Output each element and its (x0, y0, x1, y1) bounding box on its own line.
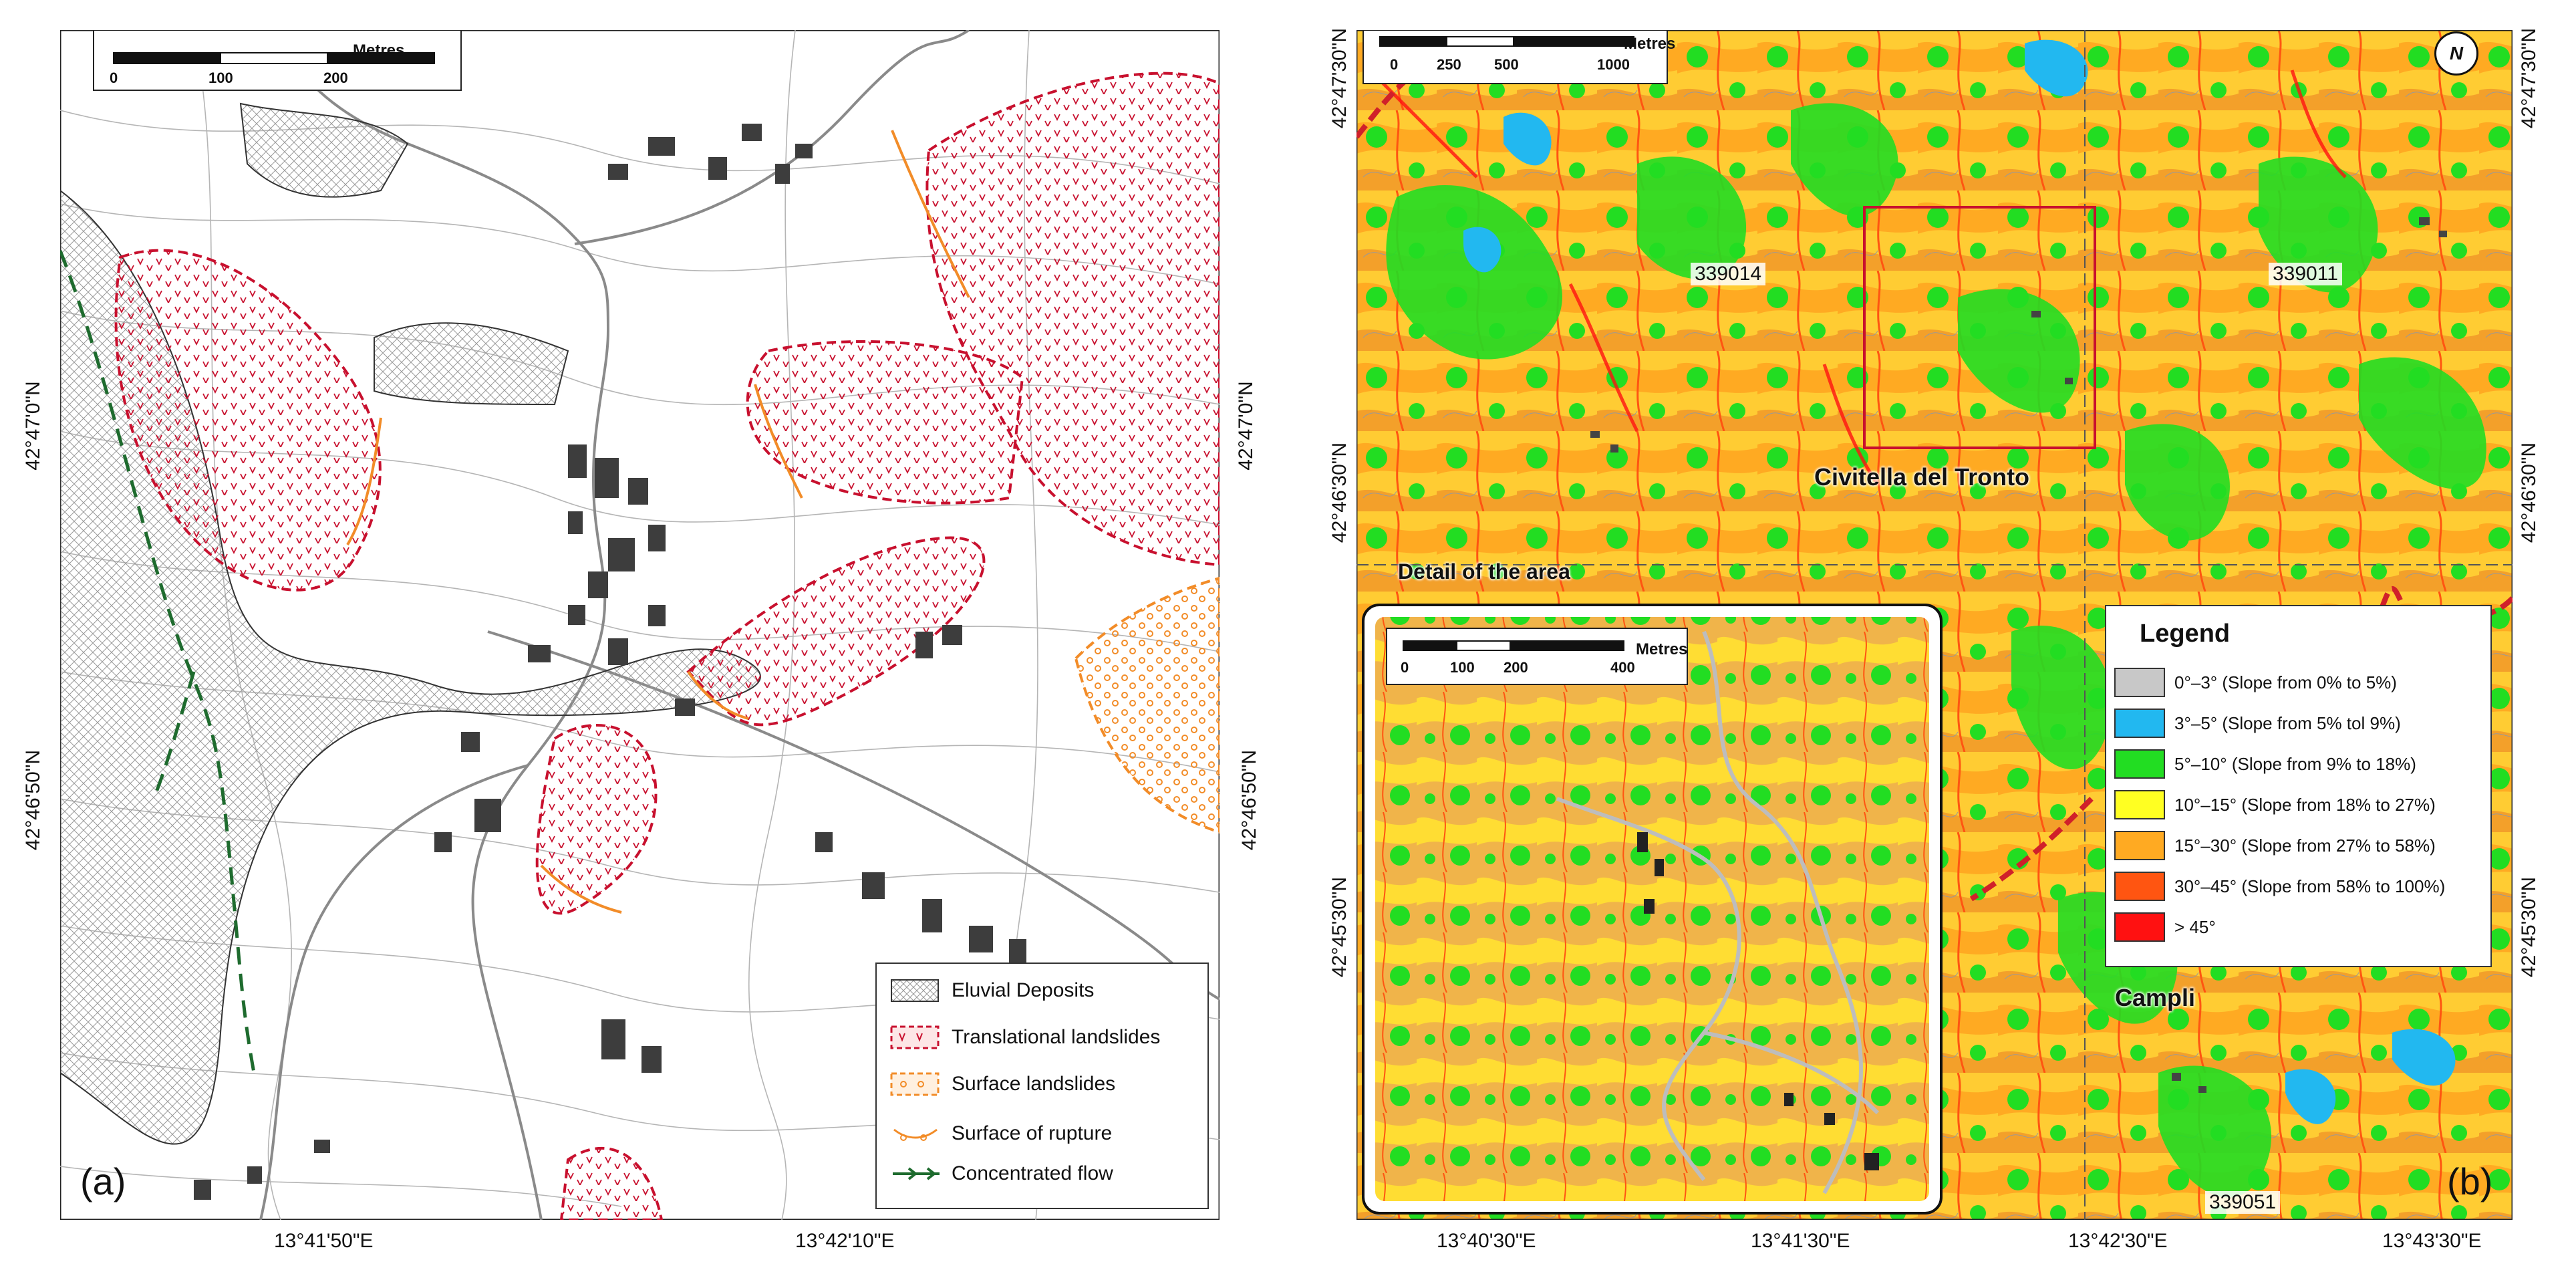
lon-tick-label: 13°42'30"E (2068, 1230, 2168, 1252)
lat-tick-label: 42°46'30"N (2518, 442, 2540, 543)
scalebar-tick: 100 (208, 70, 233, 86)
lat-tick-label: 42°47'0"N (1235, 381, 1257, 471)
scalebar-tick: 100 (1450, 659, 1475, 676)
scalebar-tick: 1000 (1597, 56, 1630, 73)
legend-label: 5°–10° (Slope from 9% to 18%) (2174, 753, 2416, 774)
legend-item-slope-class: 5°–10° (Slope from 9% to 18%) (2114, 749, 2416, 779)
lat-tick-label: 42°47'30"N (1328, 27, 1350, 129)
panel-b: N Metres 0 250 500 1000 Metres 0 100 200… (1270, 0, 2576, 1282)
panel-a-scalebar (93, 30, 462, 91)
legend-item-rupture: Surface of rupture (890, 1120, 1112, 1147)
lat-tick-label: 42°46'30"N (1328, 442, 1350, 543)
place-campli: Campli (2115, 984, 2196, 1011)
legend-item-slope-class: 3°–5° (Slope from 5% tol 9%) (2114, 709, 2401, 738)
lat-tick-label: 42°47'30"N (2518, 27, 2540, 129)
focus-rectangle (1863, 206, 2096, 449)
legend-item-surface: Surface landslides (890, 1071, 1115, 1098)
slope-swatch (2114, 831, 2165, 860)
hatch-swatch-icon (891, 979, 939, 1002)
panel-b-label: (b) (2447, 1160, 2493, 1202)
scalebar-tick: 200 (1504, 659, 1528, 676)
scalebar-tick: 250 (1437, 56, 1461, 73)
legend-item-slope-class: 0°–3° (Slope from 0% to 5%) (2114, 668, 2397, 697)
flow-arrow-icon (893, 1167, 940, 1180)
legend-label: 15°–30° (Slope from 27% to 58%) (2174, 835, 2436, 856)
panel-a-label: (a) (80, 1160, 126, 1202)
panel-a-map (60, 30, 1220, 1220)
slope-legend: Legend 0°–3° (Slope from 0% to 5%) 3°–5° … (2105, 605, 2492, 967)
legend-label: Translational landslides (952, 1026, 1161, 1048)
legend-item-slope-class: > 45° (2114, 912, 2216, 942)
legend-label: 0°–3° (Slope from 0% to 5%) (2174, 672, 2397, 692)
legend-item-slope-class: 30°–45° (Slope from 58% to 100%) (2114, 872, 2445, 901)
lat-tick-label: 42°46'50"N (1238, 749, 1260, 851)
rupture-line-icon (893, 1128, 938, 1141)
legend-item-flow: Concentrated flow (890, 1160, 1113, 1187)
place-civitella: Civitella del Tronto (1814, 463, 2030, 491)
scalebar-tick: 200 (323, 70, 348, 86)
legend-item-slope-class: 10°–15° (Slope from 18% to 27%) (2114, 790, 2436, 819)
lat-tick-label: 42°46'50"N (22, 749, 44, 851)
orange-dashed-swatch-icon (890, 1072, 940, 1096)
scalebar-tick: 0 (1401, 659, 1409, 676)
scalebar-tick: 400 (1610, 659, 1635, 676)
slope-swatch (2114, 668, 2165, 697)
legend-label: Concentrated flow (952, 1162, 1113, 1184)
sheet-label-339011: 339011 (2269, 263, 2342, 285)
lat-tick-label: 42°45'30"N (2518, 876, 2540, 978)
legend-label: 3°–5° (Slope from 5% tol 9%) (2174, 713, 2401, 733)
red-dashed-swatch-icon (890, 1025, 940, 1049)
legend-label: Surface landslides (952, 1073, 1116, 1095)
legend-title: Legend (2140, 620, 2231, 648)
scalebar-tick: 500 (1494, 56, 1519, 73)
panel-a-legend: Eluvial Deposits Translational landslide… (875, 963, 1209, 1209)
legend-item-slope-class: 15°–30° (Slope from 27% to 58%) (2114, 831, 2436, 860)
inset-scalebar-title: Metres (1636, 640, 1688, 658)
legend-label: > 45° (2174, 916, 2216, 937)
scalebar-tick: 0 (1390, 56, 1399, 73)
legend-label: Eluvial Deposits (952, 979, 1095, 1001)
legend-label: 10°–15° (Slope from 18% to 27%) (2174, 794, 2436, 815)
legend-label: Surface of rupture (952, 1122, 1113, 1144)
lon-tick-label: 13°41'30"E (1751, 1230, 1850, 1252)
lat-tick-label: 42°47'0"N (22, 381, 44, 471)
slope-swatch (2114, 790, 2165, 819)
slope-swatch (2114, 872, 2165, 901)
slope-swatch (2114, 709, 2165, 738)
slope-swatch (2114, 749, 2165, 779)
north-arrow-icon: N (2434, 31, 2478, 76)
legend-item-translational: Translational landslides (890, 1024, 1160, 1051)
slope-swatch (2114, 912, 2165, 942)
lat-tick-label: 42°45'30"N (1328, 876, 1350, 978)
lon-tick-label: 13°41'50"E (274, 1230, 374, 1252)
scalebar-title-b: Metres (1624, 35, 1676, 53)
north-label: N (2449, 43, 2464, 63)
sheet-label-339014: 339014 (1691, 263, 1766, 285)
legend-label: 30°–45° (Slope from 58% to 100%) (2174, 876, 2446, 896)
lon-tick-label: 13°40'30"E (1437, 1230, 1536, 1252)
lon-tick-label: 13°43'30"E (2382, 1230, 2482, 1252)
detail-label: Detail of the area (1398, 559, 1570, 584)
panel-a: Metres 0 100 200 42°47'0"N 42°46'50"N 42… (0, 0, 1270, 1282)
lon-tick-label: 13°42'10"E (795, 1230, 895, 1252)
sheet-label-339051: 339051 (2205, 1191, 2281, 1214)
legend-item-eluvial: Eluvial Deposits (890, 977, 1094, 1004)
scalebar-tick: 0 (110, 70, 118, 86)
scalebar-title-a: Metres (353, 41, 405, 59)
